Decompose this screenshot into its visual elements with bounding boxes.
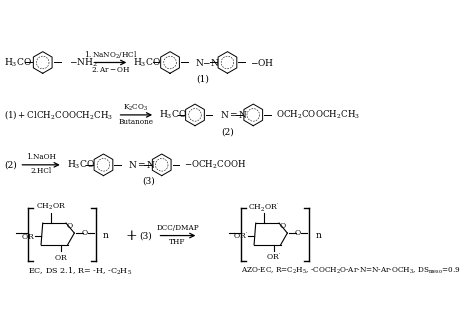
Text: EC, DS 2.1, R= -H, -$\mathregular{C_2H_5}$: EC, DS 2.1, R= -H, -$\mathregular{C_2H_5… bbox=[28, 266, 132, 277]
Text: O: O bbox=[294, 229, 301, 237]
Text: $\mathregular{OR'}$: $\mathregular{OR'}$ bbox=[233, 231, 248, 242]
Text: $\mathregular{OR'}$: $\mathregular{OR'}$ bbox=[266, 252, 282, 263]
Text: $\mathregular{-NH_2}$: $\mathregular{-NH_2}$ bbox=[69, 56, 98, 69]
Text: 2.HCl: 2.HCl bbox=[30, 168, 52, 175]
Text: $\mathregular{H_3CO}$: $\mathregular{H_3CO}$ bbox=[4, 56, 32, 69]
Text: $\mathregular{N{-}N}$: $\mathregular{N{-}N}$ bbox=[195, 57, 220, 68]
Text: n: n bbox=[316, 231, 321, 240]
Text: $\mathregular{CH_2OR}$: $\mathregular{CH_2OR}$ bbox=[36, 202, 66, 212]
Text: $\mathregular{H_3CO}$: $\mathregular{H_3CO}$ bbox=[159, 109, 187, 121]
Text: DCC/DMAP: DCC/DMAP bbox=[156, 224, 199, 232]
Text: O: O bbox=[279, 222, 285, 230]
Text: $\mathregular{H_3CO}$: $\mathregular{H_3CO}$ bbox=[67, 158, 95, 171]
Text: $\mathregular{2.Ar-OH}$: $\mathregular{2.Ar-OH}$ bbox=[91, 65, 131, 74]
Text: Butanone: Butanone bbox=[118, 117, 154, 126]
Text: AZO-EC, R=$\mathregular{C_2H_5}$, -$\mathregular{COCH_2O}$-Ar-N=N-Ar-$\mathregul: AZO-EC, R=$\mathregular{C_2H_5}$, -$\mat… bbox=[241, 266, 461, 277]
Text: $\mathregular{N{=}N}$: $\mathregular{N{=}N}$ bbox=[220, 110, 248, 120]
Text: (3): (3) bbox=[142, 177, 155, 186]
Text: (3): (3) bbox=[139, 231, 152, 240]
Text: $\mathregular{N{=}N}$: $\mathregular{N{=}N}$ bbox=[128, 159, 157, 170]
Text: 1.NaOH: 1.NaOH bbox=[26, 154, 56, 161]
Text: O: O bbox=[81, 229, 87, 237]
Text: $\mathregular{-OCH_2COOH}$: $\mathregular{-OCH_2COOH}$ bbox=[184, 158, 246, 171]
Text: $\mathregular{(1) + ClCH_2COOCH_2CH_3}$: $\mathregular{(1) + ClCH_2COOCH_2CH_3}$ bbox=[4, 109, 114, 121]
Text: +: + bbox=[126, 229, 137, 243]
Text: (1): (1) bbox=[196, 75, 209, 84]
Text: (2): (2) bbox=[221, 127, 234, 136]
Text: $\mathregular{OCH_2COOCH_2CH_3}$: $\mathregular{OCH_2COOCH_2CH_3}$ bbox=[276, 109, 360, 121]
Text: $\mathregular{H_3CO}$: $\mathregular{H_3CO}$ bbox=[133, 56, 161, 69]
Text: O: O bbox=[66, 222, 73, 230]
Text: $\mathregular{OR}$: $\mathregular{OR}$ bbox=[21, 232, 35, 241]
Text: (2): (2) bbox=[4, 160, 17, 169]
Text: $\mathregular{-OH}$: $\mathregular{-OH}$ bbox=[250, 57, 274, 68]
Text: $\mathregular{K_2CO_3}$: $\mathregular{K_2CO_3}$ bbox=[123, 102, 148, 113]
Text: $\mathregular{1.NaNO_2/HCl}$: $\mathregular{1.NaNO_2/HCl}$ bbox=[84, 50, 137, 61]
Text: $\mathregular{OR}$: $\mathregular{OR}$ bbox=[54, 253, 68, 262]
Text: THF: THF bbox=[169, 238, 186, 246]
Text: n: n bbox=[103, 231, 109, 240]
Text: $\mathregular{CH_2OR'}$: $\mathregular{CH_2OR'}$ bbox=[248, 201, 280, 214]
